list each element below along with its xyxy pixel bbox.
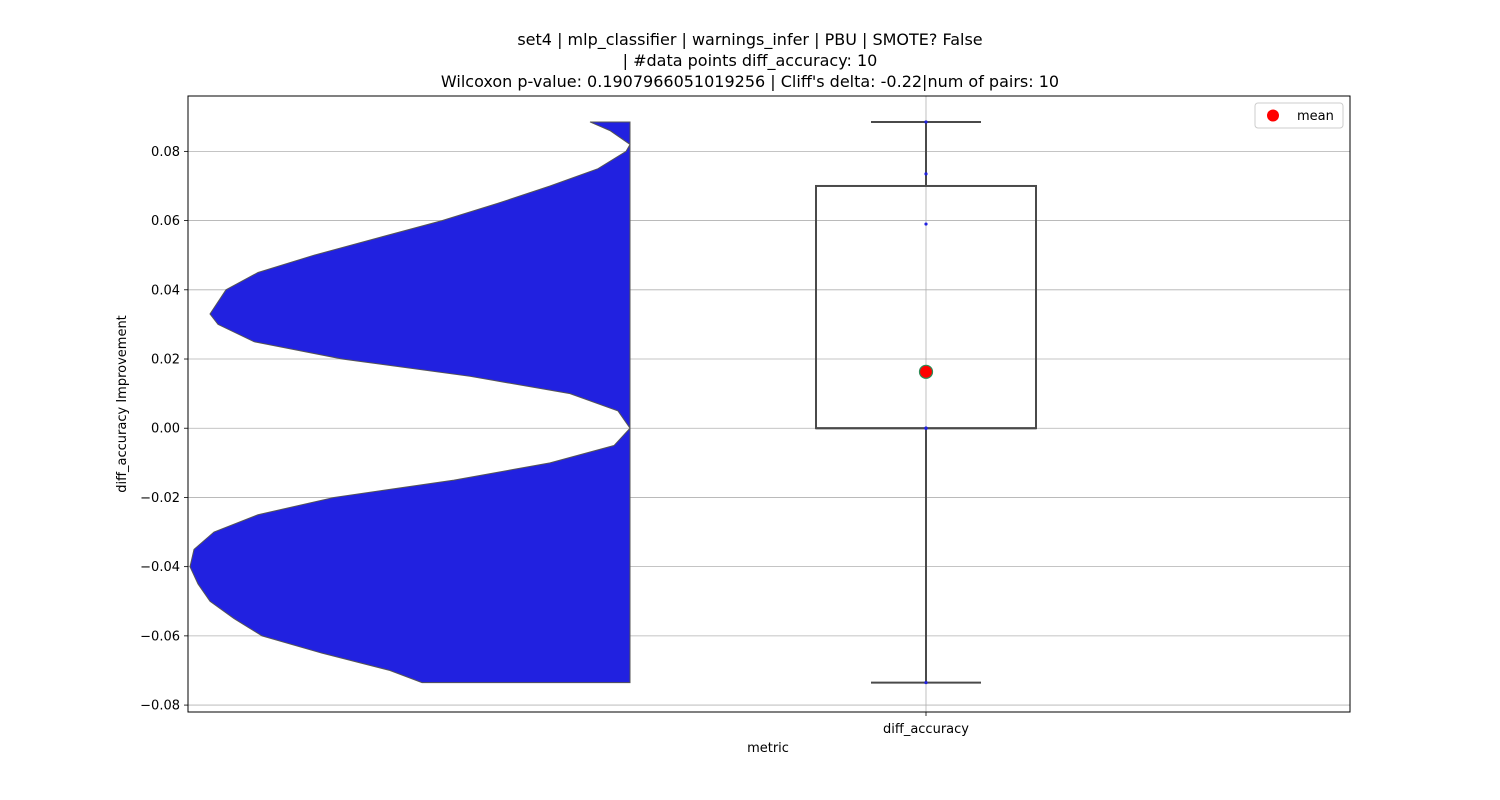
y-tick-label: 0.04	[151, 283, 180, 298]
y-tick-label: 0.02	[151, 353, 180, 368]
mean-marker	[918, 364, 934, 379]
x-axis-label: metric	[747, 741, 789, 756]
y-tick-label: 0.08	[151, 145, 180, 160]
violin-body	[189, 121, 631, 684]
y-tick-label: −0.02	[140, 491, 180, 506]
data-point	[924, 426, 928, 430]
y-tick-label: −0.04	[140, 560, 180, 575]
data-point	[924, 120, 928, 124]
data-point	[924, 680, 928, 685]
chart-title-line-1: set4 | mlp_classifier | warnings_infer |…	[517, 30, 983, 49]
chart-title-line-2: | #data points diff_accuracy: 10	[622, 51, 878, 70]
legend-mean-marker	[1267, 109, 1279, 122]
legend-mean-label: mean	[1297, 109, 1334, 124]
violin-layer	[189, 121, 631, 684]
y-axis-label: diff_accuracy Improvement	[115, 315, 130, 493]
x-tick-label: diff_accuracy	[883, 722, 969, 737]
y-tick-label: 0.06	[151, 214, 180, 229]
y-tick-label: −0.08	[140, 699, 180, 714]
box-layer	[815, 120, 1037, 685]
data-point	[924, 172, 928, 176]
chart-title-line-3: Wilcoxon p-value: 0.1907966051019256 | C…	[440, 72, 1060, 91]
y-tick-label: 0.00	[151, 422, 180, 437]
legend: mean	[1254, 102, 1344, 129]
data-point	[924, 222, 928, 226]
axis-layer: −0.08 −0.06 −0.04 −0.02 0.00 0.02 0.04 0.06 0.08…	[140, 95, 1351, 737]
plot-frame	[187, 95, 1351, 713]
y-tick-label: −0.06	[140, 629, 180, 644]
